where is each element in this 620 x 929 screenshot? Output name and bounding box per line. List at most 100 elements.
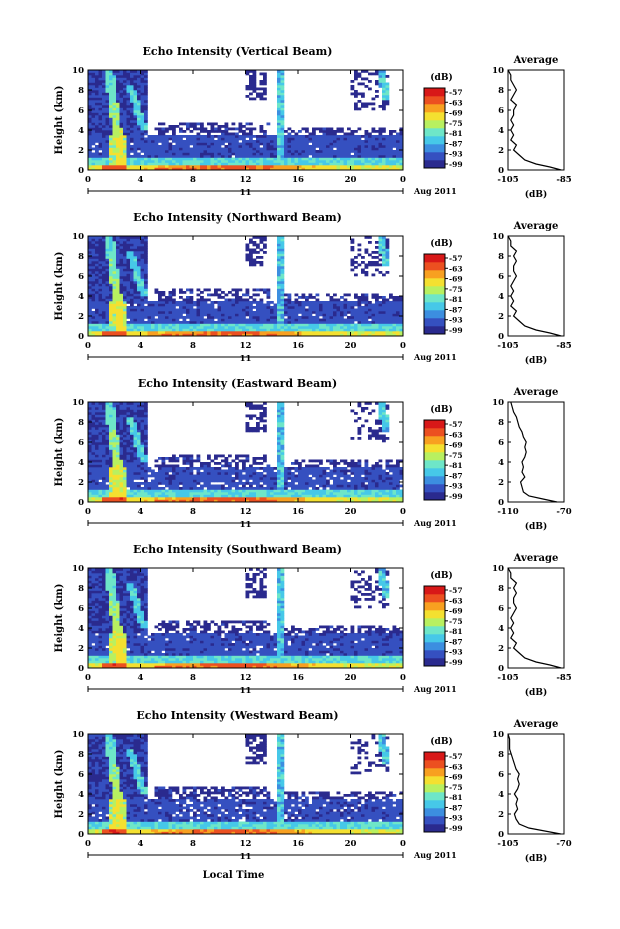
- heatmap-cell: [144, 271, 148, 274]
- heatmap-cell: [95, 474, 99, 478]
- heatmap-cell: [175, 459, 180, 463]
- heatmap-cell: [347, 140, 351, 143]
- heatmap-cell: [130, 125, 134, 128]
- heatmap-cell: [172, 474, 176, 478]
- heatmap-cell: [235, 331, 239, 334]
- heatmap-cell: [161, 313, 166, 317]
- heatmap-cell: [151, 333, 155, 337]
- heatmap-cell: [392, 135, 397, 138]
- heatmap-cell: [340, 318, 344, 322]
- heatmap-cell: [140, 140, 145, 143]
- heatmap-cell: [277, 296, 281, 299]
- heatmap-cell: [151, 155, 155, 158]
- heatmap-cell: [357, 311, 362, 314]
- heatmap-cell: [340, 142, 344, 146]
- heatmap-cell: [252, 142, 257, 146]
- heatmap-cell: [98, 112, 103, 116]
- heatmap-cell: [399, 331, 404, 334]
- heatmap-cell: [102, 301, 106, 304]
- heatmap-cell: [263, 77, 267, 81]
- heatmap-cell: [249, 135, 253, 138]
- heatmap-cell: [130, 306, 134, 309]
- heatmap-cell: [119, 447, 124, 450]
- heatmap-cell: [347, 316, 351, 319]
- heatmap-cell: [116, 243, 120, 247]
- heatmap-cell: [91, 286, 96, 289]
- heatmap-cell: [368, 80, 372, 83]
- heatmap-cell: [382, 72, 386, 76]
- heatmap-cell: [389, 150, 393, 153]
- heatmap-cell: [214, 333, 218, 337]
- heatmap-cell: [98, 311, 103, 314]
- heatmap-cell: [350, 150, 355, 153]
- heatmap-cell: [165, 147, 169, 151]
- heatmap-cell: [399, 303, 404, 307]
- heatmap-cell: [130, 424, 134, 428]
- heatmap-cell: [329, 318, 334, 322]
- heatmap-cell: [88, 157, 92, 161]
- heatmap-cell: [95, 414, 99, 418]
- heatmap-cell: [140, 462, 145, 465]
- heatmap-cell: [396, 142, 400, 146]
- heatmap-cell: [112, 117, 117, 121]
- heatmap-cell: [287, 313, 292, 317]
- heatmap-cell: [273, 152, 278, 156]
- heatmap-cell: [98, 140, 103, 143]
- heatmap-cell: [382, 298, 386, 302]
- heatmap-cell: [249, 70, 253, 73]
- heatmap-cell: [217, 333, 222, 337]
- heatmap-cell: [137, 142, 141, 146]
- heatmap-cell: [112, 152, 117, 156]
- heatmap-cell: [161, 497, 166, 500]
- heatmap-cell: [189, 318, 194, 322]
- heatmap-cell: [242, 150, 246, 153]
- heatmap-cell: [119, 293, 124, 297]
- heatmap-cell: [130, 489, 134, 493]
- heatmap-cell: [305, 313, 309, 317]
- colorbar-swatch: [424, 144, 445, 153]
- heatmap-cell: [123, 422, 127, 425]
- heatmap-cell: [277, 75, 281, 78]
- heatmap-cell: [102, 112, 106, 116]
- heatmap-cell: [91, 313, 96, 317]
- heatmap-cell: [277, 271, 281, 274]
- heatmap-cell: [137, 145, 141, 148]
- heatmap-cell: [221, 328, 225, 332]
- heatmap-cell: [375, 135, 379, 138]
- heatmap-cell: [203, 140, 208, 143]
- heatmap-cell: [252, 162, 257, 166]
- heatmap-cell: [319, 157, 323, 161]
- heatmap-cell: [133, 427, 138, 430]
- date-marker: 11: [240, 354, 252, 364]
- heatmap-cell: [266, 167, 271, 171]
- heatmap-cell: [140, 499, 145, 503]
- heatmap-cell: [305, 323, 309, 327]
- heatmap-cell: [172, 477, 176, 480]
- heatmap-cell: [91, 256, 96, 259]
- heatmap-cell: [280, 127, 285, 131]
- heatmap-cell: [144, 276, 148, 279]
- heatmap-cell: [102, 479, 106, 483]
- heatmap-cell: [102, 474, 106, 478]
- heatmap-cell: [249, 331, 253, 334]
- heatmap-cell: [196, 323, 201, 327]
- heatmap-cell: [179, 311, 183, 314]
- heatmap-cell: [109, 165, 113, 168]
- heatmap-cell: [347, 306, 351, 309]
- heatmap-cell: [249, 147, 253, 151]
- heatmap-cell: [249, 326, 253, 329]
- heatmap-cell: [175, 135, 180, 138]
- heatmap-cell: [336, 333, 341, 337]
- heatmap-cell: [361, 145, 365, 148]
- heatmap-cell: [91, 243, 96, 247]
- heatmap-cell: [350, 248, 355, 252]
- heatmap-cell: [112, 102, 117, 106]
- heatmap-cell: [347, 323, 351, 327]
- heatmap-cell: [179, 316, 183, 319]
- heatmap-cell: [263, 318, 267, 322]
- heatmap-cell: [357, 165, 362, 168]
- heatmap-cell: [151, 137, 155, 141]
- heatmap-cell: [378, 313, 383, 317]
- heatmap-cell: [130, 90, 134, 93]
- heatmap-cell: [378, 271, 383, 274]
